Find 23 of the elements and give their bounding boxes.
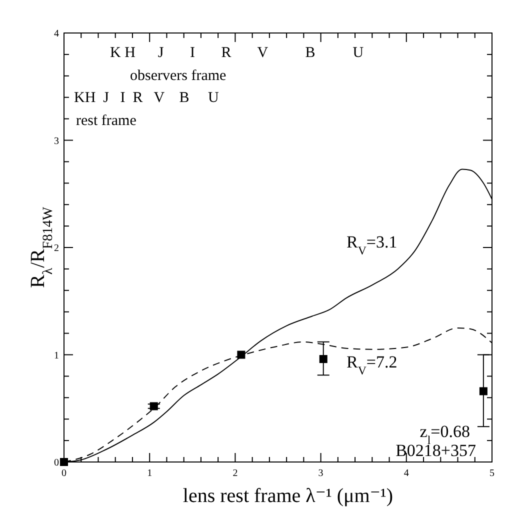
y-tick-label: 2 [54,243,59,254]
series-label: R$_{V}$=3.1 [346,232,398,258]
y-tick-label: 3 [54,136,59,147]
x-tick-label: 0 [62,468,66,479]
series-label: R$_{V}$=7.2 [346,352,398,378]
point [237,350,246,359]
x-tick-label: 5 [490,468,494,479]
x-axis-title: lens rest frame λ⁻¹ (μm⁻¹) [182,485,394,507]
x-tick-label: 4 [404,468,409,479]
point [150,402,158,410]
y-tick-label: 1 [54,350,59,362]
x-tick-label: 3 [318,468,324,479]
x-tick-label: 1 [147,468,152,479]
point [479,387,488,396]
x-tick-label: 2 [232,468,238,479]
annotation: KH J I R V B U [74,90,220,106]
point [60,458,68,466]
point [319,355,328,364]
y-tick-label: 4 [54,28,59,40]
annotation: K H J I R V B U [110,45,364,61]
annotation: rest frame [76,113,137,129]
y-tick-label: 0 [54,458,59,468]
annotation: observers frame [130,68,227,84]
